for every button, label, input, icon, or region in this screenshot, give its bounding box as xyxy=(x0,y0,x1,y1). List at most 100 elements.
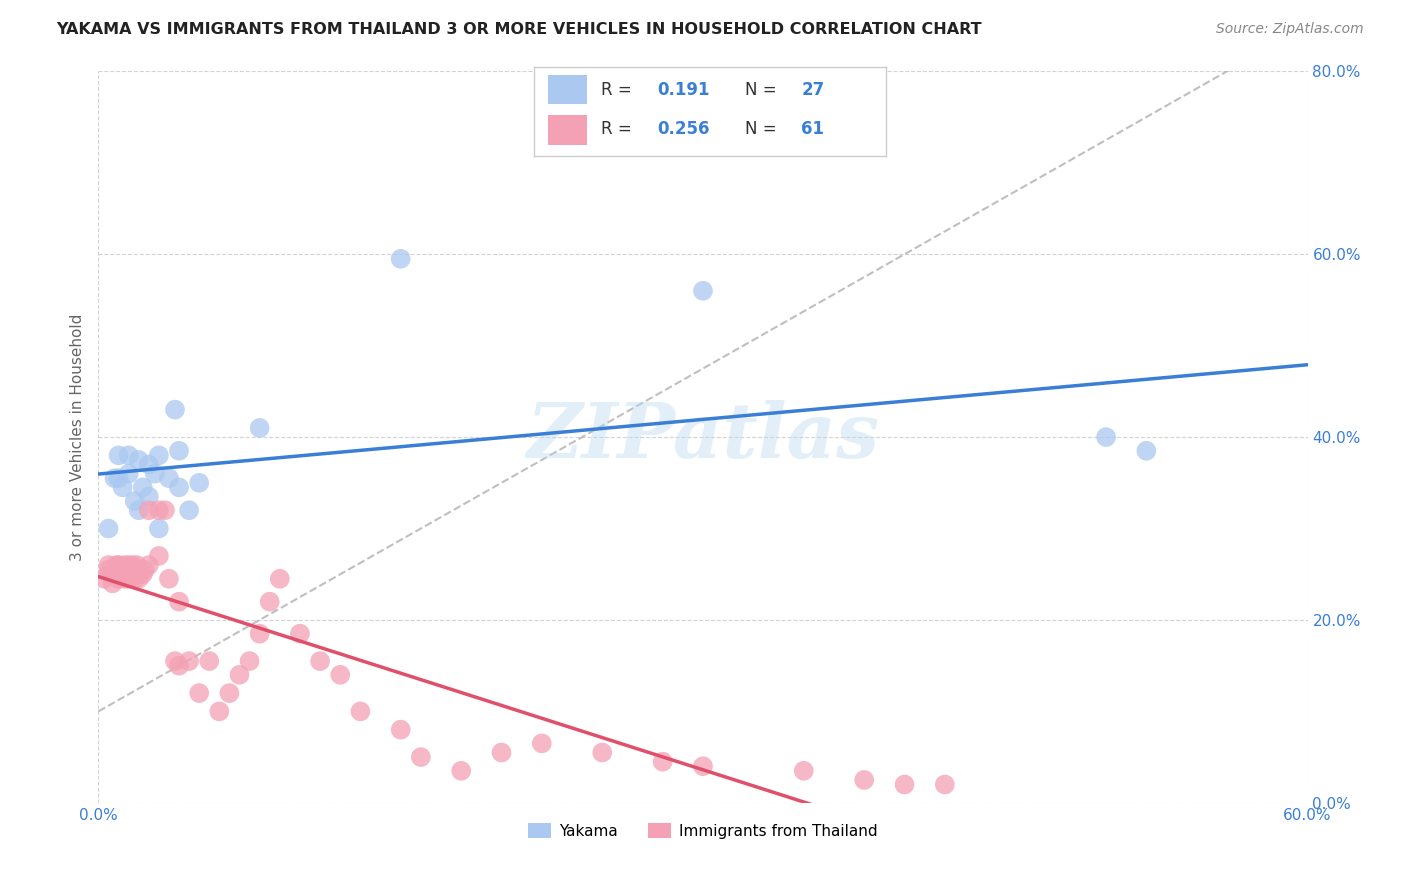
Point xyxy=(138,503,160,517)
Point xyxy=(134,563,156,577)
Point xyxy=(148,549,170,563)
Point xyxy=(208,705,231,719)
Point xyxy=(93,572,115,586)
Text: 0.191: 0.191 xyxy=(657,80,710,99)
Point xyxy=(111,563,134,577)
Point xyxy=(118,467,141,481)
Point xyxy=(530,736,553,750)
Point xyxy=(105,558,128,573)
Point xyxy=(893,778,915,792)
Point xyxy=(349,705,371,719)
Point xyxy=(103,563,125,577)
FancyBboxPatch shape xyxy=(548,75,588,104)
Point xyxy=(138,490,160,504)
Point xyxy=(97,563,120,577)
Point xyxy=(329,667,352,681)
Point xyxy=(114,558,136,573)
Point xyxy=(118,572,141,586)
Text: Source: ZipAtlas.com: Source: ZipAtlas.com xyxy=(1216,22,1364,37)
Point xyxy=(491,746,513,760)
Point xyxy=(111,480,134,494)
Point xyxy=(188,686,211,700)
Point xyxy=(409,750,432,764)
Text: 61: 61 xyxy=(801,120,824,138)
Point xyxy=(167,480,190,494)
Point xyxy=(124,494,146,508)
Point xyxy=(228,667,250,681)
Point xyxy=(148,521,170,535)
Point xyxy=(692,284,714,298)
Point xyxy=(103,471,125,485)
Text: 27: 27 xyxy=(801,80,825,99)
Point xyxy=(107,558,129,573)
Point xyxy=(167,443,190,458)
Point xyxy=(934,778,956,792)
Point xyxy=(188,475,211,490)
Point xyxy=(124,563,146,577)
Point xyxy=(249,421,271,435)
Point xyxy=(118,448,141,462)
Point xyxy=(591,746,613,760)
Point xyxy=(101,576,124,591)
Point xyxy=(148,448,170,462)
Text: ZIPatlas: ZIPatlas xyxy=(526,401,880,474)
Point xyxy=(450,764,472,778)
Point xyxy=(389,252,412,266)
Point xyxy=(167,658,190,673)
Legend: Yakama, Immigrants from Thailand: Yakama, Immigrants from Thailand xyxy=(520,815,886,847)
Point xyxy=(125,558,148,573)
Text: 0.256: 0.256 xyxy=(657,120,710,138)
Text: R =: R = xyxy=(602,80,637,99)
Point xyxy=(132,480,155,494)
Point xyxy=(120,563,142,577)
Point xyxy=(651,755,673,769)
Point xyxy=(97,558,120,573)
Point xyxy=(163,654,186,668)
Point xyxy=(107,448,129,462)
Point xyxy=(1095,430,1118,444)
Point xyxy=(249,626,271,640)
Point xyxy=(107,572,129,586)
Y-axis label: 3 or more Vehicles in Household: 3 or more Vehicles in Household xyxy=(69,313,84,561)
Text: N =: N = xyxy=(745,120,782,138)
Point xyxy=(218,686,240,700)
Text: N =: N = xyxy=(745,80,782,99)
Point xyxy=(128,503,150,517)
Point xyxy=(153,503,176,517)
Point xyxy=(269,572,291,586)
Point xyxy=(118,558,141,573)
Point xyxy=(389,723,412,737)
Point xyxy=(259,594,281,608)
Text: R =: R = xyxy=(602,120,637,138)
Point xyxy=(148,503,170,517)
Point xyxy=(121,558,143,573)
Point xyxy=(143,467,166,481)
Point xyxy=(239,654,262,668)
Point xyxy=(692,759,714,773)
Point xyxy=(118,563,141,577)
Point xyxy=(107,567,129,582)
FancyBboxPatch shape xyxy=(548,115,588,145)
Point xyxy=(157,471,180,485)
Point xyxy=(853,772,876,787)
Point xyxy=(128,563,150,577)
Point xyxy=(157,572,180,586)
Point xyxy=(97,521,120,535)
Point xyxy=(288,626,311,640)
Point xyxy=(103,567,125,582)
Point xyxy=(107,471,129,485)
Point xyxy=(163,402,186,417)
Point xyxy=(128,453,150,467)
Point xyxy=(100,567,122,582)
Point xyxy=(128,572,150,586)
Point xyxy=(114,572,136,586)
Point xyxy=(179,654,201,668)
Point xyxy=(138,558,160,573)
Point xyxy=(124,572,146,586)
Point xyxy=(198,654,221,668)
Point xyxy=(167,594,190,608)
Point xyxy=(132,567,155,582)
Point xyxy=(309,654,332,668)
Point xyxy=(179,503,201,517)
Point xyxy=(138,458,160,472)
